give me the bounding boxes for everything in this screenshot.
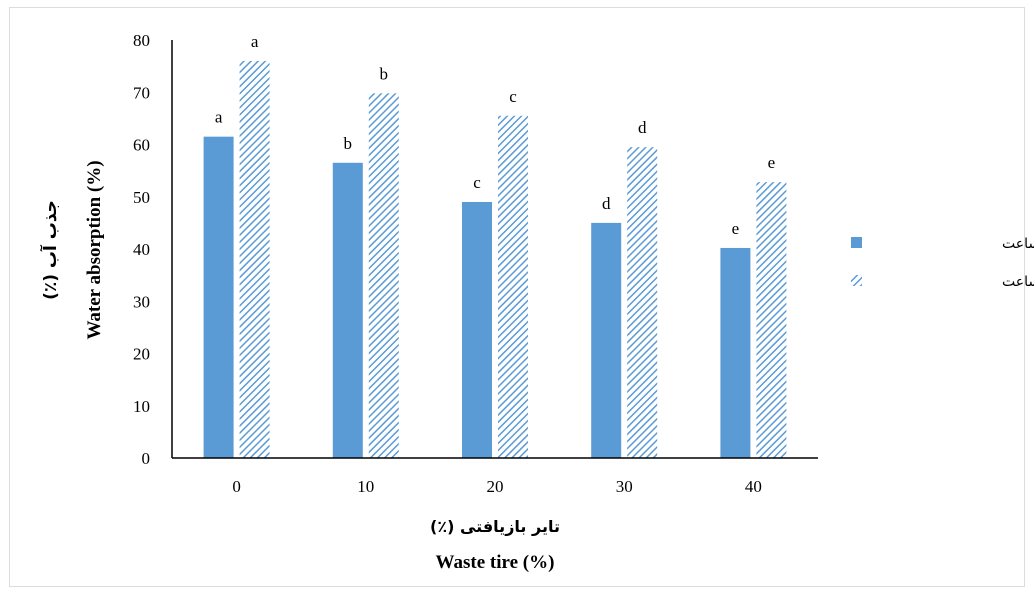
- bar-2h: [720, 247, 751, 458]
- significance-letter: a: [215, 108, 223, 127]
- bar-24h: [368, 93, 399, 459]
- y-tick-label: 40: [133, 240, 150, 259]
- chart-frame: [9, 7, 1025, 587]
- y-tick-label: 70: [133, 83, 150, 102]
- bars-group: [203, 60, 787, 459]
- significance-letter: c: [473, 173, 481, 192]
- legend-label-2h: جذب آب ۲ ساعت: [1002, 235, 1034, 252]
- legend: جذب آب ۲ ساعت جذب آب ۲۴ ساعت: [851, 235, 1034, 290]
- significance-letter: b: [380, 64, 389, 83]
- bar-24h: [756, 182, 787, 458]
- legend-swatch-24h: [851, 275, 862, 286]
- x-tick-labels: 0 10 20 30 40: [232, 477, 762, 496]
- x-tick-label: 20: [487, 477, 504, 496]
- y-tick-labels: 0 10 20 30 40 50 60 70 80: [133, 31, 150, 468]
- x-tick-label: 40: [745, 477, 762, 496]
- significance-letter: d: [638, 118, 647, 137]
- significance-letter: e: [732, 219, 740, 238]
- x-tick-label: 0: [232, 477, 241, 496]
- legend-label-24h: جذب آب ۲۴ ساعت: [1002, 273, 1034, 290]
- bar-24h: [239, 60, 270, 459]
- significance-letter: c: [509, 87, 517, 106]
- y-tick-label: 60: [133, 136, 150, 155]
- bar-2h: [203, 136, 234, 458]
- bar-24h: [627, 147, 658, 459]
- bar-24h: [498, 115, 528, 458]
- significance-letter: d: [602, 194, 611, 213]
- y-axis-label-fa: جذب آب (٪): [39, 200, 61, 300]
- y-tick-label: 50: [133, 188, 150, 207]
- bar-2h: [462, 201, 492, 458]
- significance-letter: a: [251, 32, 259, 51]
- legend-swatch-2h: [851, 237, 862, 248]
- y-axis-label-en: Water absorption (%): [84, 160, 105, 339]
- bar-2h: [591, 222, 622, 458]
- x-axis-label-fa: تایر بازیافتی (٪): [430, 517, 560, 536]
- significance-letter: e: [768, 153, 776, 172]
- significance-letter: b: [344, 134, 353, 153]
- y-tick-label: 80: [133, 31, 150, 50]
- x-tick-label: 10: [357, 477, 374, 496]
- y-tick-label: 30: [133, 292, 150, 311]
- y-tick-label: 20: [133, 345, 150, 364]
- y-tick-label: 0: [142, 449, 151, 468]
- y-tick-label: 10: [133, 397, 150, 416]
- x-axis-label-en: Waste tire (%): [436, 552, 555, 573]
- significance-letters: a b c d e a b c d e: [215, 32, 775, 238]
- bar-2h: [332, 162, 363, 458]
- x-tick-label: 30: [616, 477, 633, 496]
